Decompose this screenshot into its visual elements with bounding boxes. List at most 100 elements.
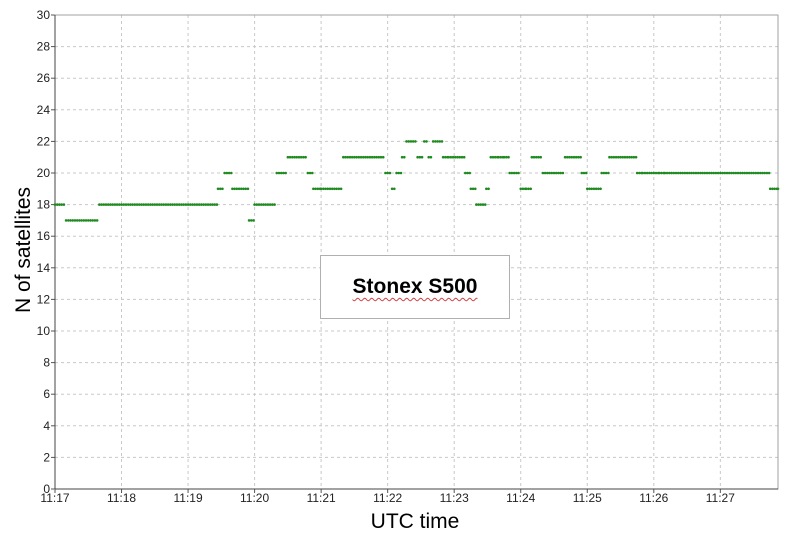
data-point [268,203,272,206]
data-point [55,203,59,206]
data-point [635,171,639,175]
data-point [460,155,464,159]
data-point [395,171,398,175]
data-point [257,203,261,206]
data-point [634,155,638,159]
data-point [137,203,141,206]
data-point [211,203,214,206]
data-point [277,171,281,175]
data-point [342,155,345,159]
data-point [384,171,387,175]
data-point [237,187,241,191]
data-point [375,155,378,159]
data-point [537,155,540,159]
data-point [239,187,243,191]
data-point [333,187,336,191]
data-point [109,203,112,206]
data-point [454,155,457,159]
data-point [302,155,305,159]
data-point [425,140,428,143]
data-point [517,171,520,175]
x-tick-label: 11:26 [639,491,668,505]
data-point [275,171,279,175]
y-axis-title: N of satellites [12,187,35,313]
data-point [690,171,693,175]
data-point [253,203,256,206]
data-point [142,203,146,206]
data-point [614,155,618,159]
data-point [131,203,134,206]
data-point [288,155,292,159]
data-point [672,171,676,175]
y-tick-label: 28 [37,40,51,54]
data-point [532,155,536,159]
data-point [350,155,354,159]
data-point [534,155,538,159]
data-point [668,171,671,175]
data-point [670,171,673,175]
data-point [730,171,733,175]
data-point [473,187,477,191]
data-point [597,187,600,191]
data-point [768,187,772,191]
data-point [707,171,711,175]
data-point [218,187,222,191]
data-point [471,187,475,191]
data-point [324,187,327,191]
data-point [621,155,625,159]
data-point [469,187,473,191]
data-point [699,171,702,175]
data-point [370,155,374,159]
data-point [364,155,367,159]
data-point [599,187,602,191]
data-point [182,203,185,206]
data-point [249,219,253,222]
data-point [658,171,661,175]
data-point [632,155,636,159]
data-point [111,203,114,206]
data-point [612,155,616,159]
data-point [462,155,466,159]
data-point [279,171,283,175]
data-point [133,203,137,206]
data-point [592,187,596,191]
data-point [643,171,647,175]
data-point [563,155,567,159]
data-point [173,203,177,206]
data-point [739,171,742,175]
data-point [118,203,121,206]
data-point [353,155,356,159]
x-tick-label: 11:24 [506,491,535,505]
data-point [736,171,740,175]
data-point [449,155,453,159]
data-points [53,140,780,222]
data-point [628,155,631,159]
x-axis-title: UTC time [371,510,460,533]
data-point [129,203,132,206]
data-point [546,171,549,175]
data-point [106,203,110,206]
data-point [366,155,370,159]
y-tick-label: 2 [43,450,50,464]
data-point [607,171,610,175]
data-point [191,203,194,206]
data-point [284,171,287,175]
data-point [725,171,729,175]
data-point [440,140,444,143]
data-point [552,171,556,175]
data-point [512,171,516,175]
data-point [246,187,250,191]
data-point [554,171,558,175]
data-point [89,219,92,222]
data-point [714,171,718,175]
data-point [78,219,81,222]
data-point [477,203,480,206]
data-point [291,155,294,159]
data-point [215,203,219,206]
data-point [140,203,143,206]
data-point [149,203,152,206]
data-point [608,155,611,159]
data-point [585,187,589,191]
data-point [719,171,722,175]
data-point [610,155,613,159]
